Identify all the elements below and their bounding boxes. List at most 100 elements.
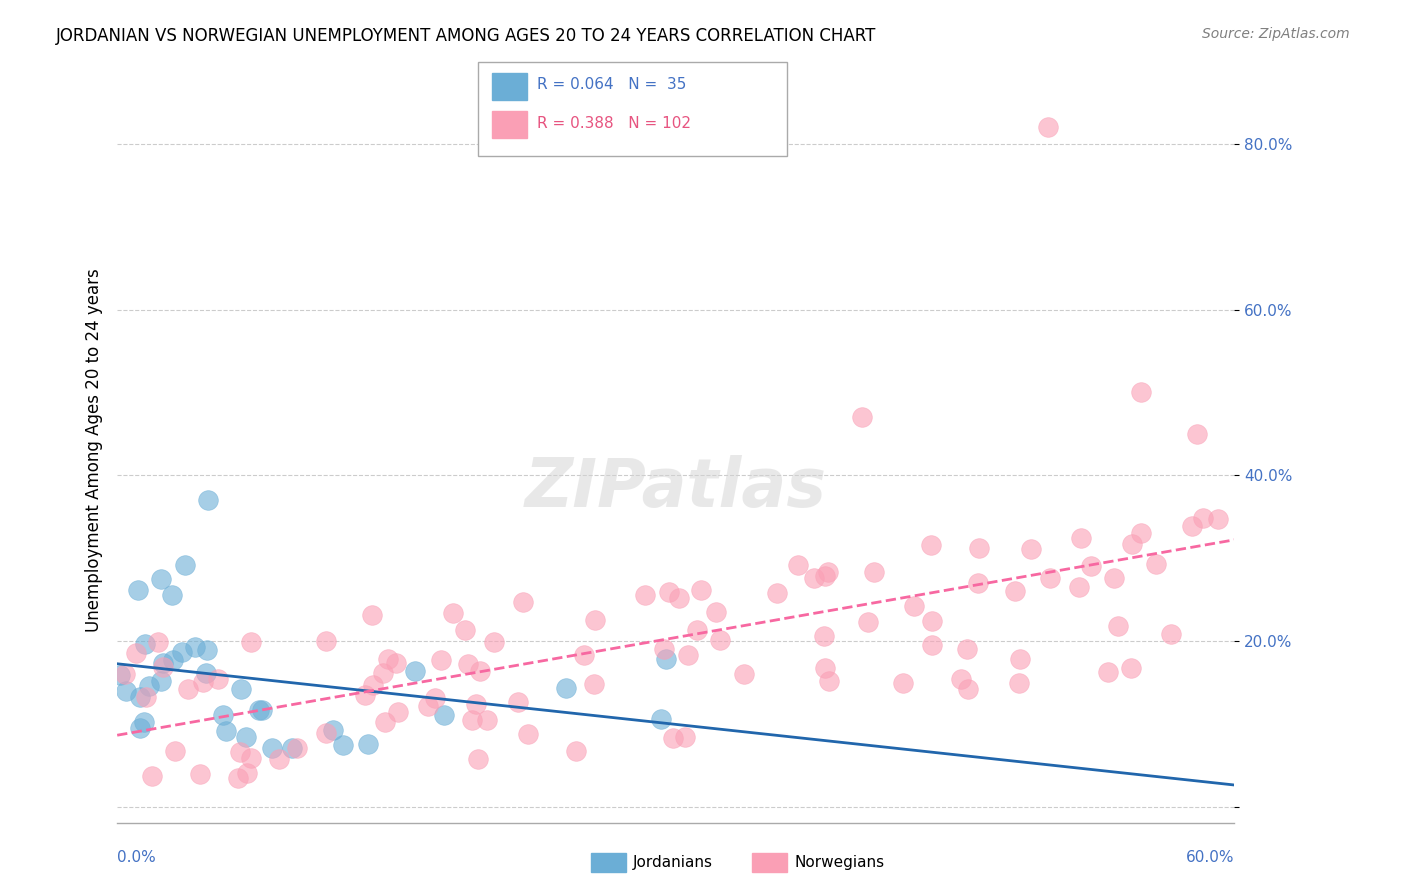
Point (207, 672, 229, 686)
Point (572, 648, 595, 663)
Point (1121, 537, 1143, 551)
Point (1181, 519, 1204, 533)
Point (129, 690, 152, 704)
Point (160, 588, 183, 602)
Point (250, 702, 273, 716)
Point (357, 737, 380, 751)
Point (354, 689, 377, 703)
Text: R = 0.064   N =  35: R = 0.064 N = 35 (537, 78, 686, 92)
Point (813, 629, 835, 643)
Text: ZIPatlas: ZIPatlas (524, 455, 827, 521)
Point (891, 676, 914, 690)
Point (787, 558, 810, 573)
Point (360, 607, 382, 622)
Point (231, 681, 253, 696)
Point (418, 698, 440, 713)
Point (817, 566, 839, 580)
Point (818, 674, 841, 689)
Point (162, 653, 184, 667)
Point (661, 731, 683, 745)
Point (1104, 571, 1126, 585)
Point (668, 591, 690, 605)
Point (650, 712, 672, 726)
Point (315, 726, 337, 740)
Point (457, 657, 479, 672)
Point (1008, 652, 1031, 666)
Point (634, 588, 657, 602)
Point (464, 697, 486, 711)
Point (856, 615, 879, 629)
Point (1080, 559, 1102, 574)
Point (152, 657, 174, 671)
Text: 0.0%: 0.0% (117, 850, 156, 865)
Point (1107, 618, 1129, 632)
Point (188, 767, 211, 781)
Point (1144, 557, 1167, 571)
Point (1119, 661, 1142, 675)
Point (430, 653, 453, 667)
Point (184, 640, 207, 654)
Point (239, 634, 262, 648)
Point (134, 715, 156, 730)
Point (658, 585, 681, 599)
Point (177, 681, 200, 696)
Point (315, 634, 337, 648)
Point (1192, 511, 1215, 525)
Point (170, 644, 193, 658)
Point (195, 643, 218, 657)
Point (135, 690, 157, 704)
Point (1097, 665, 1119, 680)
Point (125, 646, 148, 660)
Point (470, 664, 492, 678)
Point (262, 740, 284, 755)
Point (766, 586, 789, 600)
Point (673, 730, 696, 744)
Point (583, 677, 606, 691)
Point (149, 572, 172, 586)
Point (110, 667, 132, 681)
Point (475, 713, 498, 727)
Point (920, 538, 942, 552)
Point (127, 583, 149, 598)
Point (285, 741, 308, 756)
Point (1004, 584, 1026, 599)
Point (1130, 526, 1153, 541)
Point (863, 565, 886, 579)
Point (193, 674, 215, 689)
Point (1130, 385, 1153, 400)
Point (814, 569, 837, 583)
Point (211, 707, 233, 722)
Y-axis label: Unemployment Among Ages 20 to 24 years: Unemployment Among Ages 20 to 24 years (86, 268, 103, 632)
Point (967, 541, 990, 555)
Point (215, 723, 238, 738)
Point (134, 637, 156, 651)
Point (1185, 426, 1208, 441)
Point (433, 707, 456, 722)
Point (467, 752, 489, 766)
Point (1008, 676, 1031, 690)
Point (956, 641, 979, 656)
Point (921, 638, 943, 652)
Point (690, 582, 713, 597)
Point (387, 705, 409, 719)
Point (517, 727, 540, 741)
Point (361, 678, 384, 692)
Point (506, 695, 529, 709)
Point (967, 576, 990, 591)
Text: Norwegians: Norwegians (794, 855, 884, 870)
Point (226, 772, 249, 786)
Point (1070, 531, 1092, 545)
Point (676, 648, 699, 662)
Point (115, 684, 138, 698)
Text: Source: ZipAtlas.com: Source: ZipAtlas.com (1202, 27, 1350, 41)
Point (1039, 571, 1062, 585)
Point (163, 744, 186, 758)
Point (148, 634, 170, 648)
Point (921, 614, 943, 628)
Point (129, 722, 152, 736)
Point (655, 651, 678, 665)
Point (404, 664, 426, 678)
Point (267, 752, 290, 766)
Point (733, 666, 755, 681)
Point (555, 681, 578, 695)
